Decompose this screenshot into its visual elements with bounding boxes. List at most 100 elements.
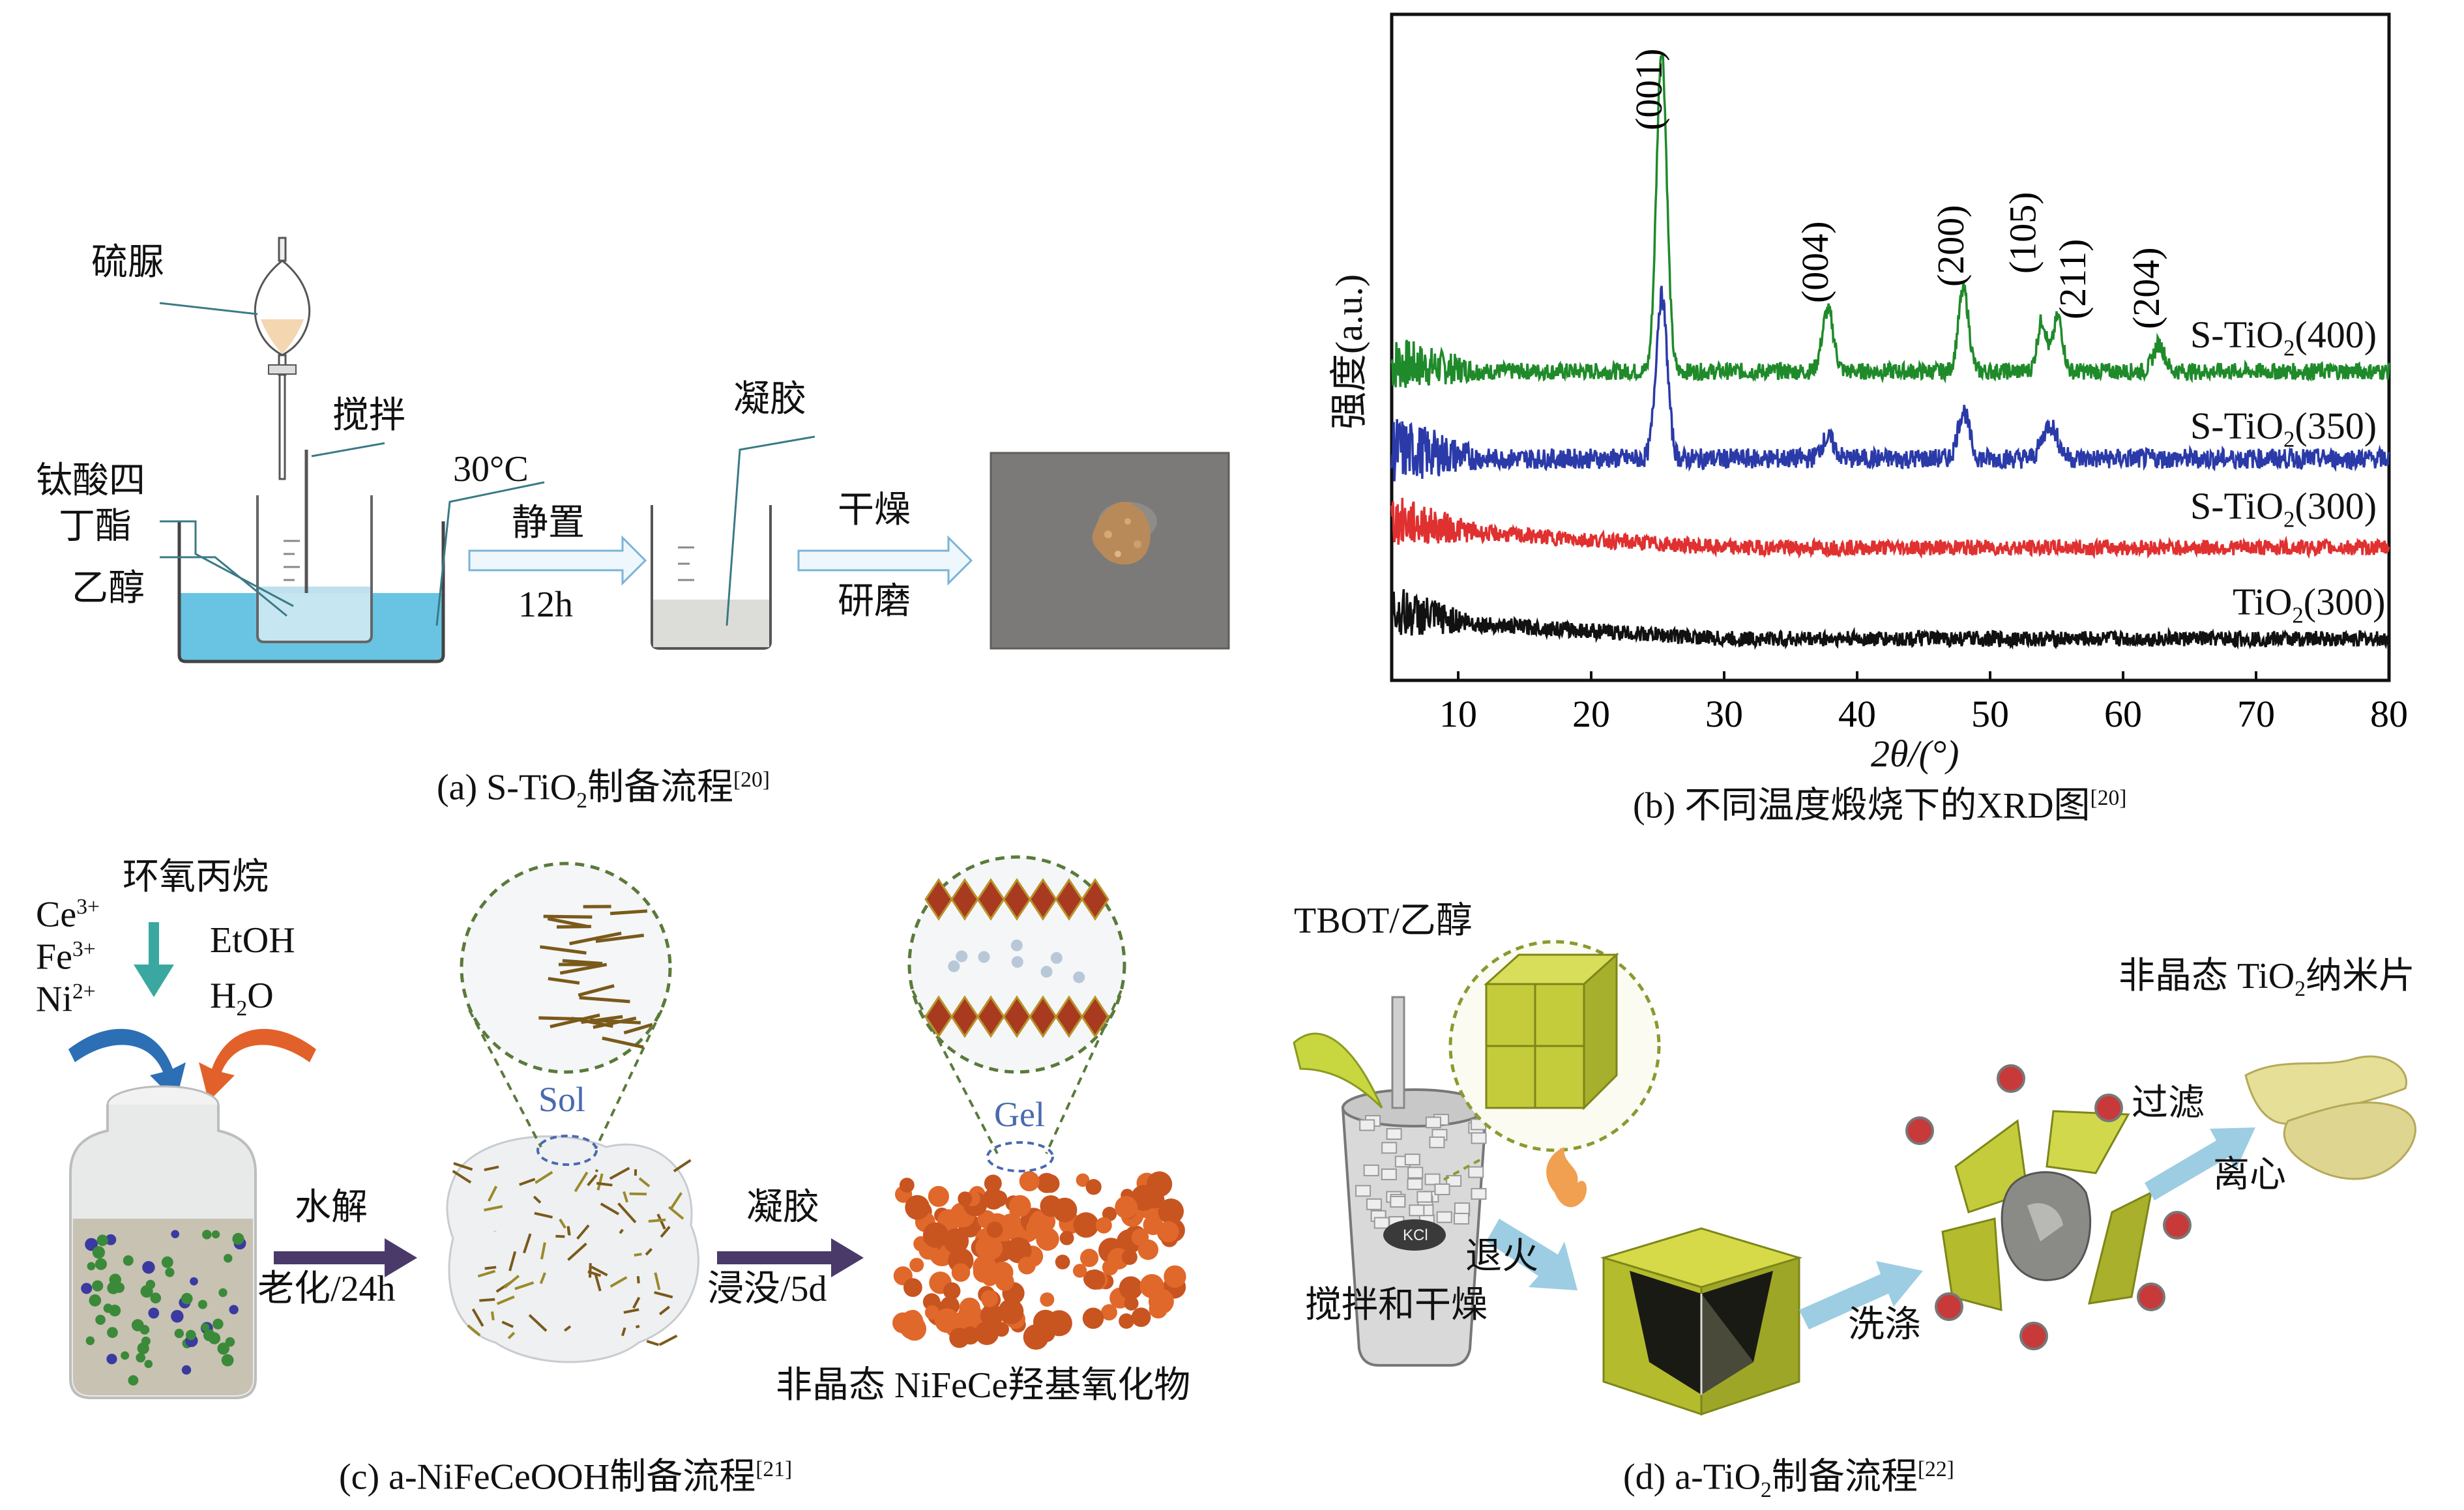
x-tick-label: 70 [2237, 693, 2275, 735]
gel-particle [995, 1271, 1014, 1291]
water-molecule [956, 950, 968, 963]
kcl-beaker [1293, 996, 1488, 1367]
sol-strand [646, 1340, 660, 1346]
sol-strand [594, 1169, 598, 1172]
label-propylene-oxide: 环氧丙烷 [123, 857, 269, 897]
sol-magnified-strand [602, 1036, 644, 1049]
gel-particle [1124, 1296, 1139, 1311]
sol-strand [503, 1275, 520, 1289]
solution-particle [165, 1268, 175, 1277]
x-tick-label: 80 [2370, 693, 2408, 735]
kcl-pellet [1446, 1175, 1462, 1187]
peak-annotation: (211) [2051, 239, 2094, 319]
gel-particle [1139, 1273, 1164, 1299]
sol-strand [507, 1331, 516, 1340]
gel-particle [1080, 1249, 1099, 1268]
solution-particle [224, 1254, 233, 1263]
kcl-pellet [1429, 1136, 1445, 1148]
gel-particle [975, 1235, 1000, 1260]
gel-particle [1115, 1196, 1138, 1219]
kcl-pellet [1454, 1202, 1470, 1215]
solution-particle [213, 1318, 224, 1329]
x-tick-label: 40 [1838, 693, 1876, 735]
gel-crystal-lower [1081, 995, 1109, 1038]
curved-arrow-right [199, 1028, 316, 1101]
series-line-0 [1390, 52, 2390, 388]
xrd-chart: 10 20 30 40 50 60 70 80 (001) (004) (200) (105)(21… [1390, 12, 2408, 735]
sol-magnified-strand [579, 996, 630, 1004]
sol-strand [501, 1320, 514, 1328]
gel-particle [973, 1261, 995, 1283]
sol-strand [660, 1226, 671, 1238]
solution-particle [87, 1262, 96, 1271]
x-tick-label: 30 [1705, 693, 1743, 735]
label-filter: 过滤 [2132, 1083, 2205, 1124]
arrow-dry [797, 535, 973, 586]
gel-particle [1137, 1239, 1159, 1260]
gel-particle [1131, 1307, 1151, 1328]
solution-particle [95, 1314, 106, 1325]
sol-strand [591, 1266, 608, 1277]
sol-magnified-strand [550, 1013, 600, 1028]
sol-strand [600, 1202, 620, 1215]
solution-particle [171, 1310, 184, 1323]
sol-strand [596, 1182, 613, 1187]
leader-stir [311, 442, 385, 457]
sol-magnified-strand [548, 977, 580, 985]
leader-temperature [435, 481, 545, 626]
panel-a-illustration [159, 237, 1230, 663]
solution-particle [174, 1328, 184, 1339]
gel-particle [1055, 1255, 1070, 1270]
kcl-pellet [1381, 1142, 1398, 1154]
label-immersion: 浸没/5d [707, 1269, 827, 1309]
label-dry: 干燥 [838, 490, 911, 530]
sol-strand [645, 1247, 653, 1256]
water-molecule [948, 960, 960, 972]
sol-strand [479, 1298, 495, 1302]
sol-magnified-strand [609, 909, 648, 916]
gel-particle [943, 1282, 961, 1300]
sol-strand [673, 1159, 692, 1172]
label-tbot-line1: 钛酸四 [36, 461, 145, 501]
label-stir: 搅拌 [332, 396, 405, 436]
sol-strand [609, 1276, 628, 1288]
kcl-pellet [1424, 1173, 1441, 1185]
gel-particle [1040, 1195, 1062, 1217]
solution-particle [225, 1337, 235, 1347]
x-tick-label: 50 [1971, 693, 2009, 735]
gel-particle [928, 1185, 950, 1207]
gel-particle [1072, 1264, 1087, 1278]
solution-particle [142, 1261, 155, 1274]
gel-particle [959, 1298, 980, 1319]
solution-particle [185, 1329, 196, 1341]
sol-strand [636, 1276, 640, 1284]
curved-arrow-left [68, 1028, 186, 1101]
kcl-pellet [1390, 1195, 1406, 1208]
x-tick-label: 20 [1572, 693, 1610, 735]
label-etoh: EtOH [210, 920, 295, 961]
label-aging: 老化/24h [257, 1269, 396, 1309]
sol-strand [453, 1162, 473, 1171]
sol-strand [589, 1263, 592, 1278]
sol-magnified-strand [540, 945, 587, 955]
gel-particle [1085, 1179, 1102, 1195]
solution-particle [107, 1327, 118, 1339]
solution-particle [92, 1280, 104, 1292]
sol-strand [484, 1165, 499, 1172]
gel-particle [984, 1174, 1002, 1193]
x-axis-label: 2θ/(°) [1871, 733, 1959, 775]
label-hydrolysis: 水解 [295, 1187, 368, 1228]
solution-particle [161, 1256, 173, 1268]
kcl-pellet [1355, 1185, 1371, 1197]
surfactant-ball [2094, 1094, 2123, 1122]
gel-particles [892, 1171, 1186, 1350]
surfactant-ball [1935, 1292, 1963, 1321]
series-line-3 [1390, 588, 2390, 650]
sol-strand [477, 1270, 496, 1278]
gel-particle [892, 1312, 914, 1333]
kcl-pellet [1436, 1211, 1452, 1223]
gel-particle [1005, 1237, 1032, 1264]
sol-strand [634, 1253, 642, 1257]
sol-strand [539, 1272, 546, 1285]
label-ni: Ni2+ [36, 979, 96, 1020]
